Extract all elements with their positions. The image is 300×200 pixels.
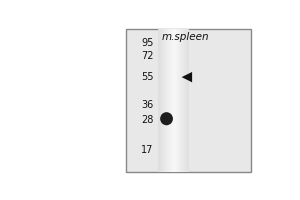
Text: m.spleen: m.spleen	[161, 32, 209, 42]
Text: 28: 28	[141, 115, 154, 125]
Text: 55: 55	[141, 72, 154, 82]
Bar	[162, 29, 164, 172]
Polygon shape	[182, 72, 192, 82]
Bar	[159, 29, 160, 172]
Bar	[166, 29, 167, 172]
Bar	[169, 29, 170, 172]
Bar	[176, 29, 178, 172]
Bar	[188, 29, 189, 172]
Bar	[170, 29, 172, 172]
Bar	[158, 29, 159, 172]
Bar	[173, 29, 175, 172]
Bar	[175, 29, 176, 172]
Bar	[161, 29, 162, 172]
Bar	[181, 29, 182, 172]
Text: 17: 17	[141, 145, 154, 155]
Bar	[167, 29, 169, 172]
Bar	[180, 29, 181, 172]
Bar	[183, 29, 184, 172]
Bar	[164, 29, 166, 172]
Text: 95: 95	[141, 38, 154, 48]
Text: 36: 36	[142, 100, 154, 110]
Bar	[178, 29, 180, 172]
Bar	[126, 29, 251, 172]
Bar	[160, 29, 161, 172]
Bar	[187, 29, 188, 172]
Bar	[182, 29, 183, 172]
Bar	[186, 29, 187, 172]
Bar	[172, 29, 173, 172]
Bar	[184, 29, 186, 172]
Bar	[169, 29, 170, 172]
Text: 72: 72	[141, 51, 154, 61]
Ellipse shape	[160, 112, 173, 125]
